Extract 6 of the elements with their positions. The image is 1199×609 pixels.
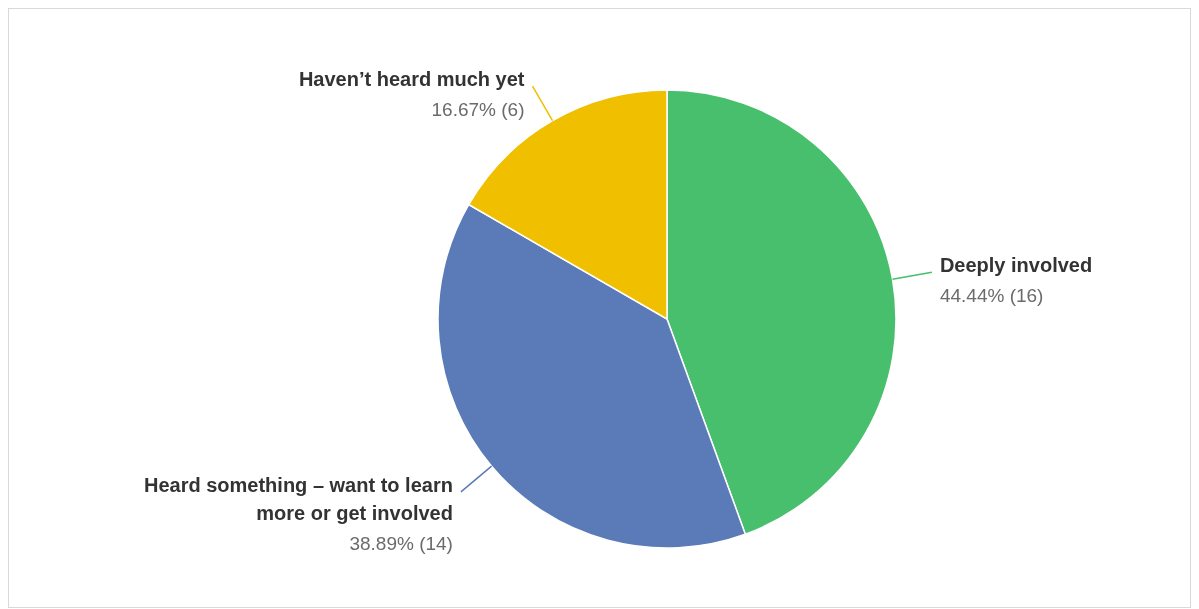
data-label: 16.67% (6) [431, 99, 525, 121]
slice-label: Deeply involved [939, 254, 1093, 277]
slice-label: Haven’t heard much yet [298, 68, 525, 91]
data-label: 38.89% (14) [349, 532, 453, 554]
slice-label: Heard something – want to learn more or get involved [143, 473, 453, 524]
data-label: 44.44% (16) [939, 285, 1044, 307]
